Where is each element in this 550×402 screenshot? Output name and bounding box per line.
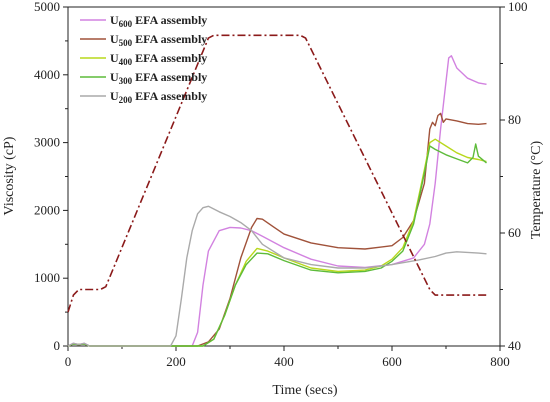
- viscosity-line-300: [67, 143, 487, 347]
- viscosity-line-200: [67, 205, 487, 347]
- legend-label: U500 EFA assembly: [110, 32, 207, 48]
- y2-axis-title: Temperature (°C): [529, 141, 544, 240]
- axes: 0 200 400 600 800 0 1000 2000 3000 4000 5000 40 60 80…: [34, 0, 528, 369]
- y2-tick-label: 100: [508, 0, 528, 14]
- temperature-line: [67, 34, 487, 313]
- x-tick-label: 400: [274, 354, 294, 369]
- series-layer: [67, 34, 487, 347]
- y-tick-label: 1000: [34, 270, 60, 285]
- legend: U600 EFA assembly U500 EFA assembly U400 E…: [80, 13, 207, 105]
- legend-label: U600 EFA assembly: [110, 13, 207, 29]
- y2-tick-label: 40: [508, 338, 521, 353]
- y-tick-label: 4000: [34, 67, 60, 82]
- viscosity-line-500: [67, 112, 487, 347]
- x-tick-label: 600: [382, 354, 402, 369]
- y-axis-title: Viscosity (cP): [2, 136, 17, 215]
- x-tick-label: 800: [490, 354, 510, 369]
- y-tick-label: 5000: [34, 0, 60, 14]
- y2-tick-label: 60: [508, 225, 521, 240]
- y-tick-label: 3000: [34, 135, 60, 150]
- y-tick-label: 0: [54, 338, 61, 353]
- x-tick-label: 0: [65, 354, 72, 369]
- legend-label: U300 EFA assembly: [110, 70, 207, 86]
- x-tick-label: 200: [166, 354, 186, 369]
- y2-tick-label: 80: [508, 112, 521, 127]
- y-tick-label: 2000: [34, 202, 60, 217]
- legend-label: U400 EFA assembly: [110, 51, 207, 67]
- x-axis-title: Time (secs): [272, 383, 338, 398]
- viscosity-line-400: [67, 138, 487, 347]
- legend-label: U200 EFA assembly: [110, 89, 207, 105]
